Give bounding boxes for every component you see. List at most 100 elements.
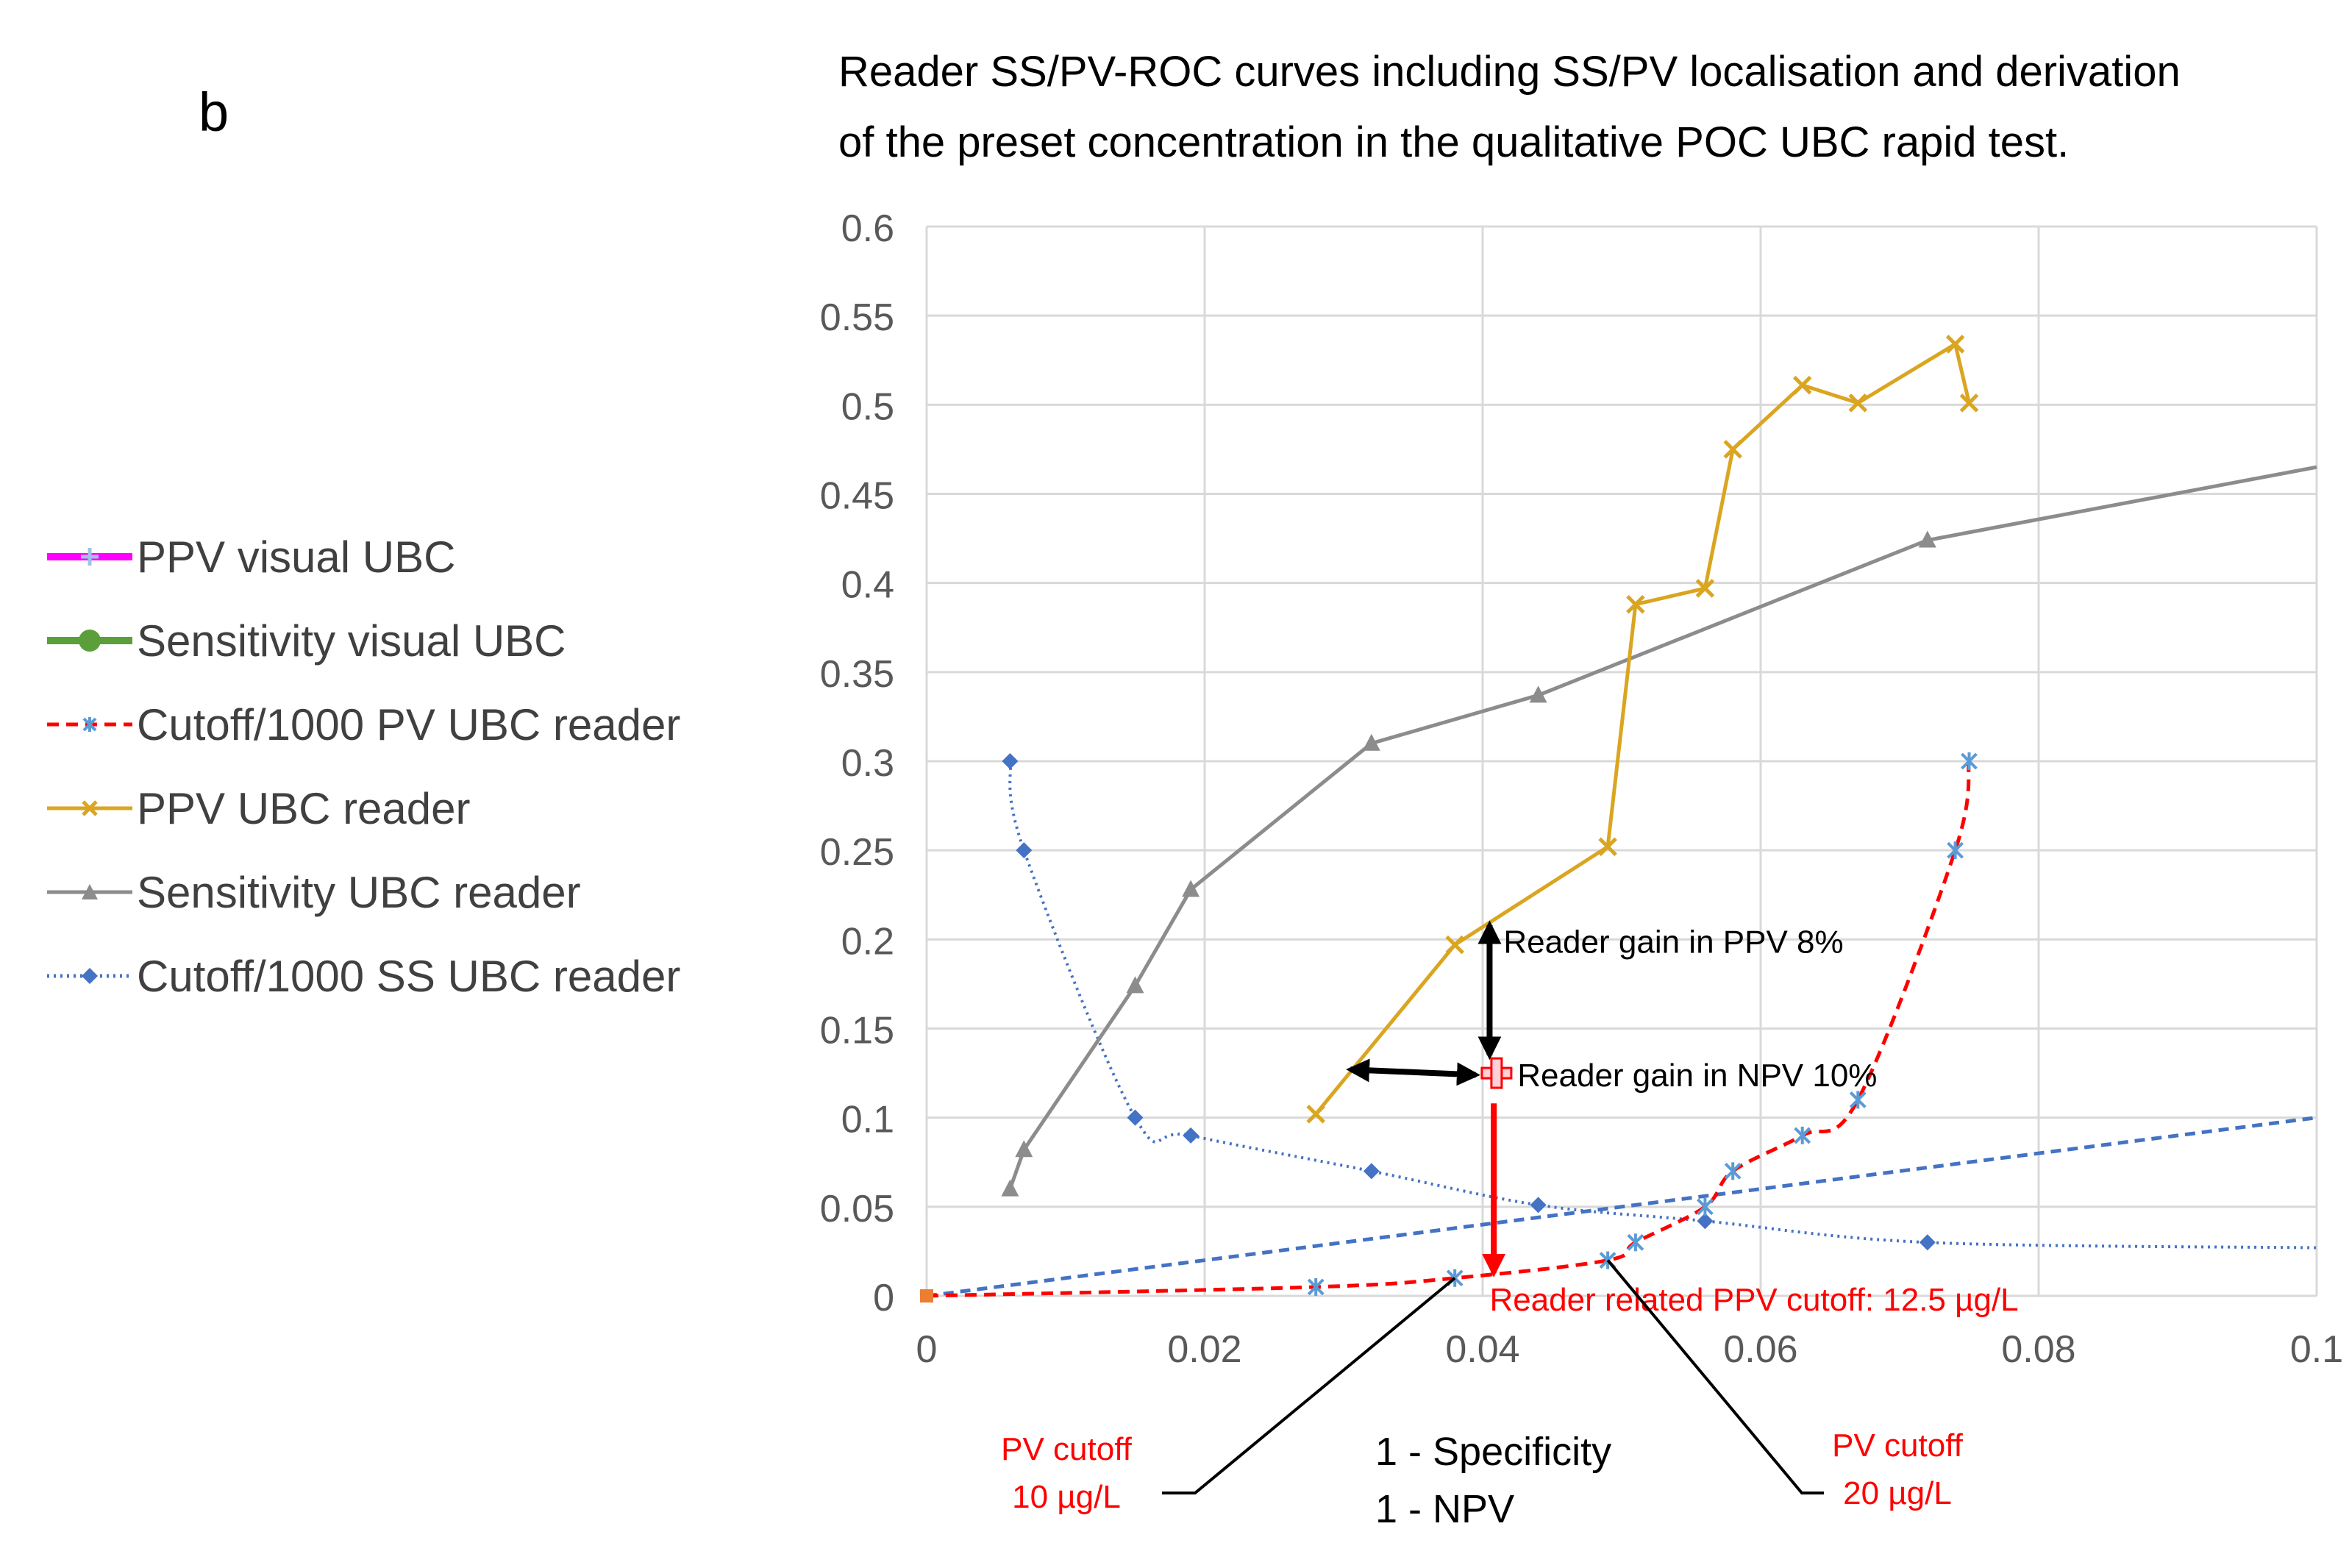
ppv-gain-label: Reader gain in PPV 8% [1503,924,1843,960]
marker-stroke [1695,579,1715,598]
pv-cutoff-10-value: 10 µg/L [1012,1479,1121,1515]
data-point-sensitivity-reader [1126,976,1144,994]
data-point-ppv-reader [1306,1105,1325,1124]
pv-cutoff-20-leader [1606,1259,1824,1494]
data-point-cutoff-ss [1002,753,1019,769]
series-line-sensitivity-reader [1008,465,2317,1190]
x-tick-label: 0.08 [2001,1328,2075,1371]
series-line-cutoff-ss [1008,760,2317,1250]
chart-title: Reader SS/PV-ROC curves including SS/PV … [838,37,2181,178]
legend-item-ppv-reader: PPV UBC reader [44,766,680,850]
marker-stroke [1723,440,1742,459]
marker-stroke [1848,393,1868,413]
legend-label: PPV visual UBC [137,532,456,582]
data-point-cutoff-ss [1127,1109,1144,1126]
data-point-ppv-reader [1445,935,1464,955]
marker-stroke [1945,335,1965,354]
marker-stroke [1306,1105,1325,1124]
data-point-cutoff-ss [1530,1197,1547,1214]
legend-swatch-cutoff-pv [47,717,132,732]
tick-labels: 0 0.05 0.1 0.15 0.2 0.25 0.3 0.35 0.4 0.45 0.5 0.55… [820,207,2343,1371]
data-point-ppv-reader [1945,335,1965,354]
marker-stroke [1959,393,1979,413]
y-tick-label: 0.35 [820,653,894,696]
data-point-ppv-visual [1480,1057,1513,1089]
data-point-origin [920,1289,933,1302]
y-tick-label: 0.55 [820,296,894,339]
data-point-cutoff-pv [1947,841,1964,860]
legend-label: Sensitivity UBC reader [137,867,581,917]
y-tick-label: 0 [873,1277,894,1319]
data-point-ppv-reader [1792,375,1812,395]
grid-lines [925,225,2318,1297]
data-point-ppv-reader [1598,837,1617,857]
legend-swatch-ppv-reader [47,800,132,816]
chart-title-line-1: Reader SS/PV-ROC curves including SS/PV … [838,48,2181,96]
data-point-cutoff-pv [1794,1126,1811,1144]
reference-diagonal-line [926,1116,2317,1298]
marker-stroke [1626,594,1645,614]
series-line-ppv-reader [1314,341,1971,1116]
marker-stroke [1598,837,1617,857]
x-tick-label: 0.04 [1445,1328,1519,1371]
y-tick-label: 0.45 [820,475,894,518]
panel-label: b [199,82,229,143]
x-axis-title: 1 - Specificity 1 - NPV [1375,1423,1611,1538]
series-lines [920,335,2317,1302]
data-point-cutoff-ss [1016,842,1033,859]
legend: PPV visual UBC Sensitivity visual UBC Cu… [44,515,680,1018]
y-tick-label: 0.2 [841,920,894,963]
data-point-sensitivity-reader [1001,1179,1019,1197]
pv-cutoff-10-label: PV cutoff [1001,1431,1133,1467]
legend-swatch-sensitivity-visual [47,630,132,652]
plus-marker-center [1492,1069,1500,1077]
data-point-cutoff-pv [1724,1162,1742,1180]
legend-swatch-cutoff-ss [47,968,132,984]
annotations: Reader gain in PPV 8% Reader gain in NPV … [1001,920,2019,1515]
y-tick-label: 0.4 [841,564,894,607]
chart-title-line-2: of the preset concentration in the quali… [838,118,2070,166]
data-point-cutoff-pv [1849,1091,1867,1109]
data-point-cutoff-ss [1697,1213,1714,1230]
npv-gain-arrow [1346,1058,1480,1086]
y-tick-label: 0.5 [841,385,894,428]
x-tick-label: 0.1 [2290,1328,2343,1371]
data-point-ppv-reader [1695,579,1715,598]
x-axis-title-line-1: 1 - Specificity [1375,1430,1612,1474]
data-point-sensitivity-reader [1015,1140,1033,1158]
data-point-cutoff-pv [1627,1233,1644,1252]
data-point-cutoff-pv [1307,1277,1325,1296]
legend-label: Sensitivity visual UBC [137,616,566,666]
y-tick-label: 0.25 [820,831,894,874]
data-point-cutoff-pv [1961,752,1978,770]
data-point-cutoff-ss [1183,1127,1200,1144]
legend-label: Cutoff/1000 SS UBC reader [137,951,681,1001]
legend-swatch-ppv-visual [47,548,132,566]
y-tick-label: 0.15 [820,1010,894,1052]
x-tick-label: 0.06 [1723,1328,1797,1371]
marker-stroke [1792,375,1812,395]
npv-gain-label: Reader gain in NPV 10% [1517,1058,1877,1094]
data-point-cutoff-pv [1696,1197,1714,1216]
pv-cutoff-20-label: PV cutoff [1832,1428,1964,1464]
x-tick-label: 0.02 [1167,1328,1241,1371]
data-point-cutoff-ss [1919,1234,1936,1251]
legend-item-cutoff-pv: Cutoff/1000 PV UBC reader [44,683,680,766]
data-point-sensitivity-reader [1362,733,1380,751]
data-point-sensitivity-reader [1182,880,1200,897]
legend-label: Cutoff/1000 PV UBC reader [137,699,681,749]
y-tick-label: 0.1 [841,1099,894,1141]
marker-stroke [1445,935,1464,955]
legend-swatch-sensitivity-reader [47,884,132,899]
x-tick-label: 0 [916,1328,938,1371]
y-tick-label: 0.05 [820,1188,894,1230]
data-point-ppv-reader [1723,440,1742,459]
legend-item-ppv-visual: PPV visual UBC [44,515,680,599]
ppv-cutoff-label: Reader related PPV cutoff: 12.5 µg/L [1489,1282,2018,1318]
data-point-ppv-reader [1848,393,1868,413]
data-point-ppv-reader [1959,393,1979,413]
y-tick-label: 0.3 [841,742,894,785]
pv-cutoff-10-leader [1162,1277,1456,1494]
legend-item-sensitivity-reader: Sensitivity UBC reader [44,850,680,934]
